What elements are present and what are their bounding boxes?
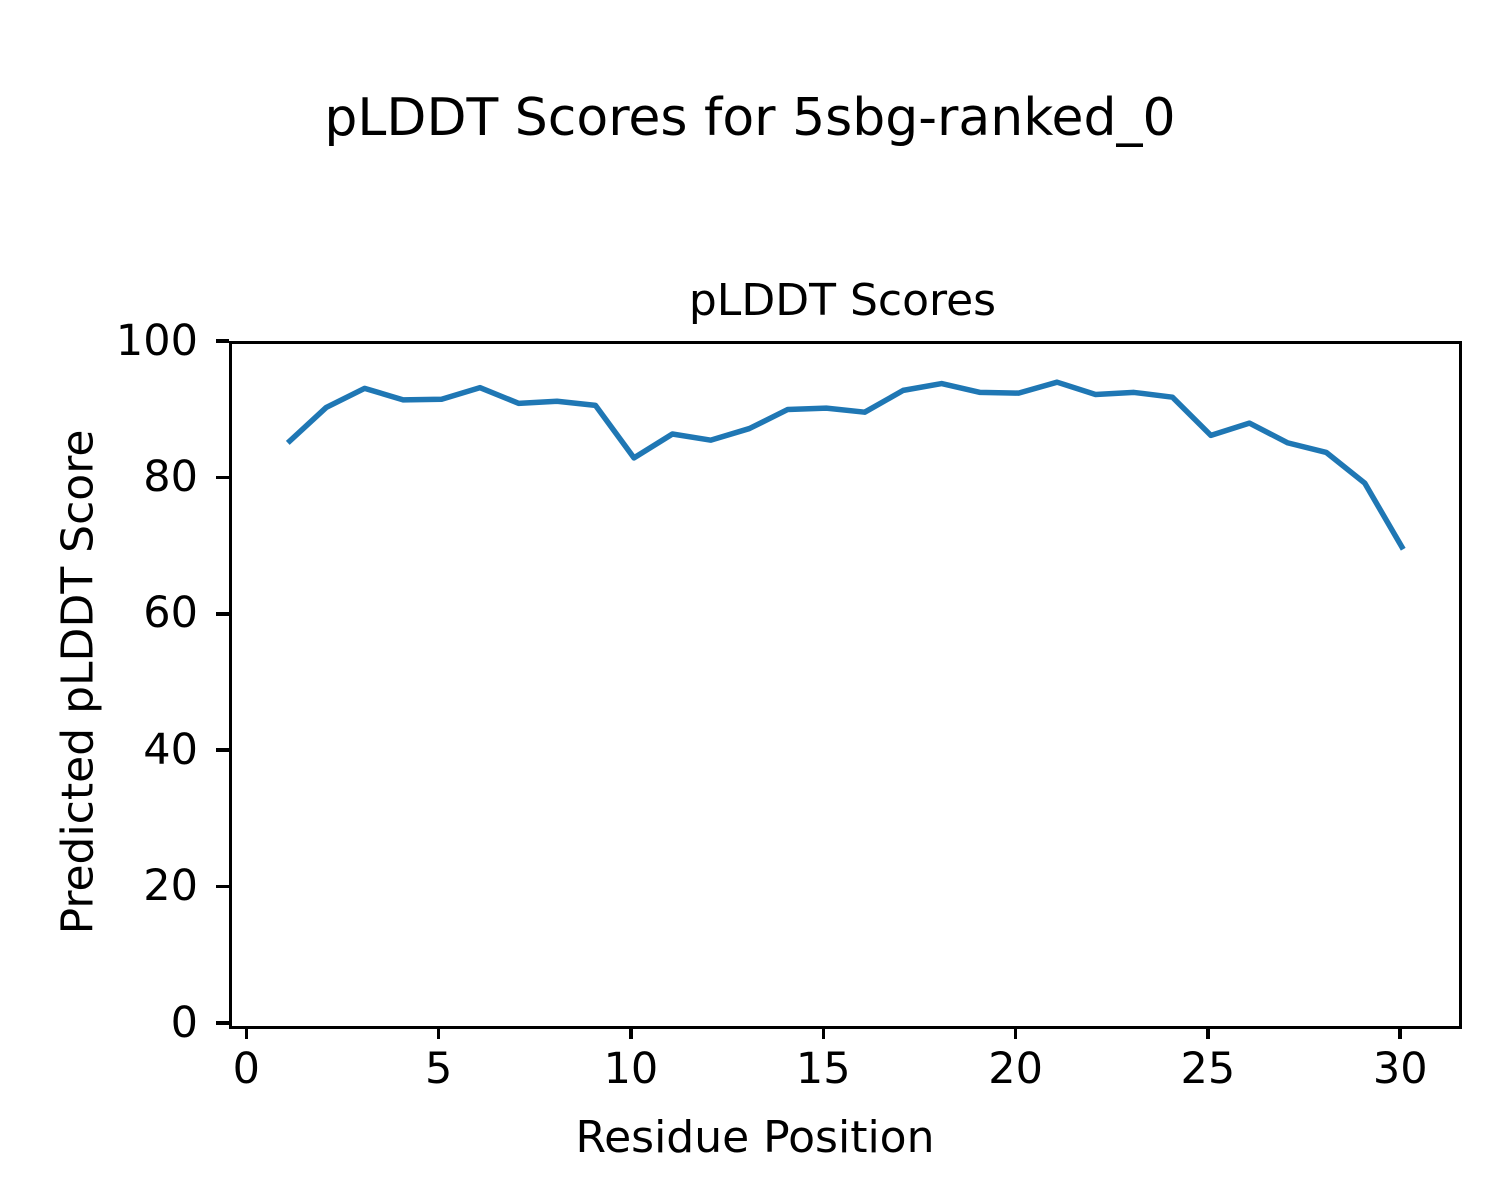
plot-svg: [285, 379, 1406, 551]
x-tick-label: 30: [1372, 1044, 1428, 1094]
y-tick-mark: [216, 748, 229, 752]
x-tick-label: 5: [424, 1044, 453, 1094]
x-tick-label: 15: [795, 1044, 851, 1094]
x-tick-label: 0: [232, 1044, 260, 1094]
y-tick-label: 0: [170, 997, 198, 1048]
y-tick-mark: [216, 612, 229, 616]
y-tick-label: 100: [115, 315, 198, 366]
axes-title: pLDDT Scores: [688, 275, 997, 326]
x-tick-mark: [1013, 1026, 1018, 1039]
x-tick-mark: [1206, 1026, 1210, 1039]
y-tick-mark: [216, 475, 229, 480]
x-tick-label: 10: [603, 1044, 659, 1094]
y-tick-label: 60: [143, 588, 198, 639]
plot-area: [229, 341, 1462, 1029]
x-tick-mark: [1398, 1026, 1402, 1039]
x-tick-mark: [821, 1026, 826, 1039]
x-tick-mark: [629, 1026, 633, 1039]
y-axis-label: Predicted pLDDT Score: [52, 429, 104, 935]
x-tick-mark: [436, 1026, 441, 1039]
y-tick-label: 40: [143, 724, 198, 775]
figure-suptitle: pLDDT Scores for 5sbg-ranked_0: [324, 88, 1176, 148]
x-tick-mark: [244, 1026, 249, 1039]
x-tick-label: 20: [988, 1044, 1043, 1094]
x-axis-label: Residue Position: [575, 1112, 935, 1163]
y-tick-mark: [216, 1021, 229, 1025]
plddt-line: [285, 379, 1406, 551]
y-tick-label: 80: [143, 451, 198, 502]
y-tick-mark: [216, 884, 229, 889]
x-tick-label: 25: [1180, 1044, 1236, 1094]
y-tick-mark: [216, 339, 229, 343]
y-tick-label: 20: [143, 861, 198, 912]
